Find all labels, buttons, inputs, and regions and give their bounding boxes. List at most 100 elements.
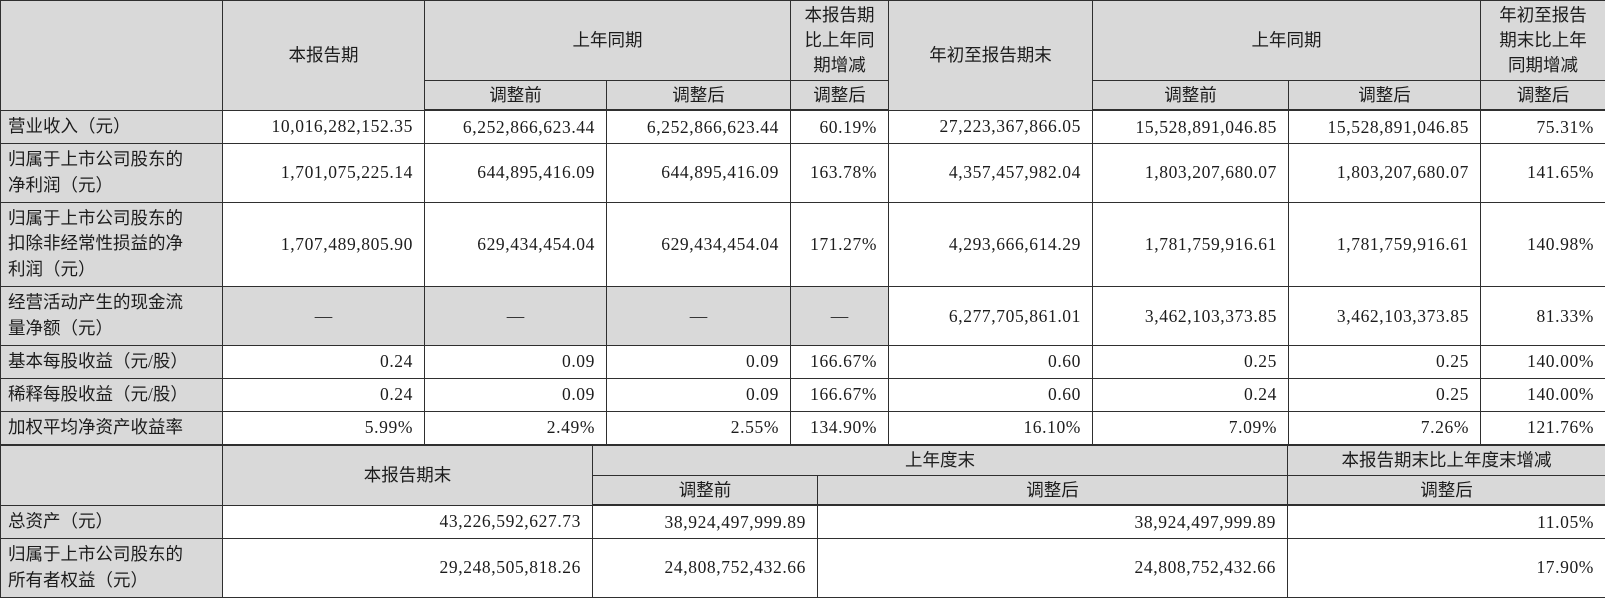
- table-row-operating-cash-flow: 经营活动产生的现金流量净额（元） — — — — 6,277,705,861.0…: [1, 287, 1605, 346]
- table-row-total-assets: 总资产（元） 43,226,592,627.73 38,924,497,999.…: [1, 505, 1605, 538]
- subheader-after-adjust: 调整后: [791, 80, 889, 110]
- value-cell: 0.60: [889, 346, 1093, 379]
- table-row-operating-revenue: 营业收入（元） 10,016,282,152.35 6,252,866,623.…: [1, 110, 1605, 143]
- value-cell: 0.09: [607, 378, 791, 411]
- value-cell: 1,781,759,916.61: [1289, 202, 1481, 287]
- table-row-diluted-eps: 稀释每股收益（元/股） 0.24 0.09 0.09 166.67% 0.60 …: [1, 378, 1605, 411]
- value-cell-dash: —: [607, 287, 791, 346]
- value-cell: 6,252,866,623.44: [607, 110, 791, 143]
- period-end-table: 本报告期末 上年度末 本报告期末比上年度末增减 调整前 调整后 调整后 总资产（…: [0, 445, 1605, 598]
- header-current-period: 本报告期: [223, 1, 425, 111]
- value-cell: 43,226,592,627.73: [223, 505, 593, 538]
- value-cell: 7.26%: [1289, 411, 1481, 444]
- value-cell: 75.31%: [1481, 110, 1605, 143]
- value-cell-dash: —: [425, 287, 607, 346]
- header-period-end-change: 本报告期末比上年度末增减: [1288, 445, 1605, 475]
- value-cell: 10,016,282,152.35: [223, 110, 425, 143]
- value-cell: 134.90%: [791, 411, 889, 444]
- header-current-period-end: 本报告期末: [223, 445, 593, 505]
- value-cell: 0.09: [425, 378, 607, 411]
- value-cell: 0.25: [1289, 378, 1481, 411]
- table-row-net-profit: 归属于上市公司股东的净利润（元） 1,701,075,225.14 644,89…: [1, 143, 1605, 202]
- corner-empty-cell: [1, 1, 223, 111]
- value-cell: 38,924,497,999.89: [818, 505, 1288, 538]
- value-cell: 0.24: [223, 378, 425, 411]
- table-row-net-profit-excl-nonrecurring: 归属于上市公司股东的扣除非经常性损益的净利润（元） 1,707,489,805.…: [1, 202, 1605, 287]
- value-cell: 15,528,891,046.85: [1093, 110, 1289, 143]
- row-label: 营业收入（元）: [1, 110, 223, 143]
- corner-empty-cell: [1, 445, 223, 505]
- value-cell: 1,803,207,680.07: [1289, 143, 1481, 202]
- subheader-after-adjust: 调整后: [1481, 80, 1605, 110]
- value-cell: 0.24: [223, 346, 425, 379]
- value-cell: 7.09%: [1093, 411, 1289, 444]
- subheader-before-adjust: 调整前: [1093, 80, 1289, 110]
- header-prior-year-period: 上年同期: [425, 1, 791, 81]
- table-row-owners-equity: 归属于上市公司股东的所有者权益（元） 29,248,505,818.26 24,…: [1, 538, 1605, 597]
- value-cell: 3,462,103,373.85: [1289, 287, 1481, 346]
- row-label: 归属于上市公司股东的扣除非经常性损益的净利润（元）: [1, 202, 223, 287]
- value-cell: 27,223,367,866.05: [889, 110, 1093, 143]
- value-cell: 16.10%: [889, 411, 1093, 444]
- header-prior-year-ytd: 上年同期: [1093, 1, 1481, 81]
- value-cell: 140.98%: [1481, 202, 1605, 287]
- value-cell: 24,808,752,432.66: [593, 538, 818, 597]
- row-label: 基本每股收益（元/股）: [1, 346, 223, 379]
- value-cell: 0.25: [1289, 346, 1481, 379]
- quarterly-indicators-table: 本报告期 上年同期 本报告期比上年同期增减 年初至报告期末 上年同期 年初至报告…: [0, 0, 1605, 445]
- header-qoq-change: 本报告期比上年同期增减: [791, 1, 889, 81]
- header-row-groups: 本报告期 上年同期 本报告期比上年同期增减 年初至报告期末 上年同期 年初至报告…: [1, 1, 1605, 81]
- subheader-after-adjust: 调整后: [1288, 475, 1605, 505]
- header-row-groups: 本报告期末 上年度末 本报告期末比上年度末增减: [1, 445, 1605, 475]
- value-cell: 29,248,505,818.26: [223, 538, 593, 597]
- value-cell: 166.67%: [791, 378, 889, 411]
- table-row-weighted-avg-roe: 加权平均净资产收益率 5.99% 2.49% 2.55% 134.90% 16.…: [1, 411, 1605, 444]
- value-cell: 38,924,497,999.89: [593, 505, 818, 538]
- subheader-after-adjust: 调整后: [818, 475, 1288, 505]
- value-cell: 4,357,457,982.04: [889, 143, 1093, 202]
- value-cell: 171.27%: [791, 202, 889, 287]
- value-cell: 644,895,416.09: [425, 143, 607, 202]
- value-cell: 4,293,666,614.29: [889, 202, 1093, 287]
- value-cell: 0.09: [607, 346, 791, 379]
- value-cell: 0.25: [1093, 346, 1289, 379]
- row-label: 总资产（元）: [1, 505, 223, 538]
- value-cell: 0.24: [1093, 378, 1289, 411]
- subheader-after-adjust: 调整后: [607, 80, 791, 110]
- subheader-before-adjust: 调整前: [593, 475, 818, 505]
- value-cell: 629,434,454.04: [425, 202, 607, 287]
- value-cell: 5.99%: [223, 411, 425, 444]
- subheader-after-adjust: 调整后: [1289, 80, 1481, 110]
- value-cell: 629,434,454.04: [607, 202, 791, 287]
- value-cell-dash: —: [223, 287, 425, 346]
- value-cell: 1,701,075,225.14: [223, 143, 425, 202]
- row-label: 稀释每股收益（元/股）: [1, 378, 223, 411]
- header-ytd: 年初至报告期末: [889, 1, 1093, 111]
- value-cell: 1,781,759,916.61: [1093, 202, 1289, 287]
- value-cell: 6,252,866,623.44: [425, 110, 607, 143]
- value-cell: 17.90%: [1288, 538, 1605, 597]
- row-label: 归属于上市公司股东的所有者权益（元）: [1, 538, 223, 597]
- value-cell: 24,808,752,432.66: [818, 538, 1288, 597]
- value-cell: 81.33%: [1481, 287, 1605, 346]
- value-cell-dash: —: [791, 287, 889, 346]
- value-cell: 166.67%: [791, 346, 889, 379]
- value-cell: 3,462,103,373.85: [1093, 287, 1289, 346]
- header-prior-year-end: 上年度末: [593, 445, 1288, 475]
- value-cell: 60.19%: [791, 110, 889, 143]
- row-label: 经营活动产生的现金流量净额（元）: [1, 287, 223, 346]
- value-cell: 15,528,891,046.85: [1289, 110, 1481, 143]
- table-row-basic-eps: 基本每股收益（元/股） 0.24 0.09 0.09 166.67% 0.60 …: [1, 346, 1605, 379]
- value-cell: 1,803,207,680.07: [1093, 143, 1289, 202]
- value-cell: 11.05%: [1288, 505, 1605, 538]
- value-cell: 121.76%: [1481, 411, 1605, 444]
- value-cell: 140.00%: [1481, 378, 1605, 411]
- row-label: 归属于上市公司股东的净利润（元）: [1, 143, 223, 202]
- row-label: 加权平均净资产收益率: [1, 411, 223, 444]
- value-cell: 0.09: [425, 346, 607, 379]
- value-cell: 1,707,489,805.90: [223, 202, 425, 287]
- header-ytd-change: 年初至报告期末比上年同期增减: [1481, 1, 1605, 81]
- value-cell: 2.55%: [607, 411, 791, 444]
- value-cell: 644,895,416.09: [607, 143, 791, 202]
